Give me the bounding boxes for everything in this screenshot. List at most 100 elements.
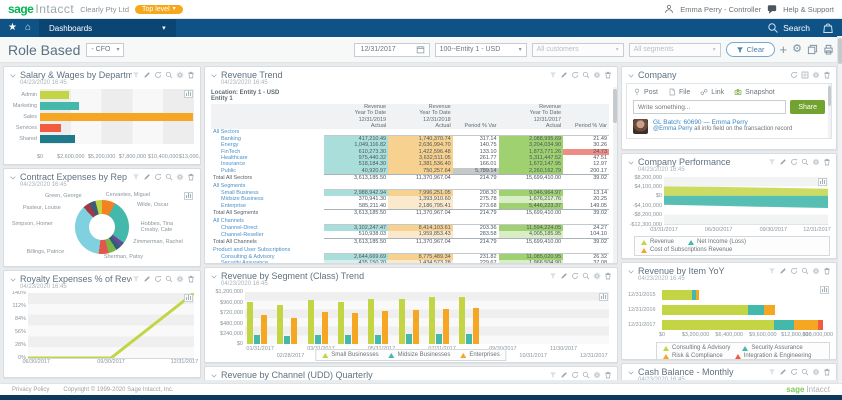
- section-label[interactable]: Product and User Subscriptions: [213, 247, 291, 254]
- bar[interactable]: [352, 313, 358, 344]
- trash-icon[interactable]: [604, 371, 612, 379]
- gear-icon[interactable]: [812, 71, 820, 79]
- row-label[interactable]: Security Assurance: [211, 260, 324, 263]
- date-field[interactable]: [353, 42, 430, 57]
- bar[interactable]: [254, 335, 260, 344]
- gear-icon[interactable]: [176, 275, 184, 283]
- search-icon[interactable]: [582, 71, 590, 79]
- trash-icon[interactable]: [187, 71, 195, 79]
- refresh-icon[interactable]: [154, 71, 162, 79]
- trash-icon[interactable]: [187, 275, 195, 283]
- favorites-star-icon[interactable]: ★: [8, 22, 17, 33]
- trash-icon[interactable]: [823, 71, 831, 79]
- section-label[interactable]: All Channels: [213, 218, 244, 225]
- edit-icon[interactable]: [560, 371, 568, 379]
- table-scrollbar[interactable]: [613, 87, 617, 263]
- clear-filters-button[interactable]: Clear: [725, 42, 775, 57]
- edit-icon[interactable]: [560, 71, 568, 79]
- dashboards-menu[interactable]: Dashboards ▾: [39, 19, 176, 37]
- refresh-icon[interactable]: [790, 158, 798, 166]
- gear-icon[interactable]: [593, 272, 601, 280]
- feed-item-title[interactable]: GL Batch: 60690 — Emma Perry: [653, 119, 748, 126]
- bar-segment[interactable]: [818, 319, 824, 330]
- bar[interactable]: [473, 307, 480, 344]
- add-widget-icon[interactable]: +: [779, 42, 788, 57]
- search-icon[interactable]: [165, 275, 173, 283]
- gear-icon[interactable]: [812, 267, 820, 275]
- section-label[interactable]: All Segments: [213, 183, 246, 190]
- bar[interactable]: [40, 90, 70, 99]
- post-composer-input[interactable]: [633, 100, 787, 114]
- refresh-icon[interactable]: [790, 71, 798, 79]
- refresh-icon[interactable]: [571, 71, 579, 79]
- bar[interactable]: [436, 333, 442, 344]
- tab-link[interactable]: Link: [700, 88, 724, 96]
- bar[interactable]: [412, 310, 419, 344]
- search-icon[interactable]: [801, 368, 809, 376]
- feed-scrollbar[interactable]: [828, 84, 831, 138]
- trash-icon[interactable]: [604, 71, 612, 79]
- refresh-icon[interactable]: [790, 267, 798, 275]
- gear-icon[interactable]: [593, 71, 601, 79]
- chart-menu-icon[interactable]: [184, 294, 193, 302]
- filter-icon[interactable]: [768, 267, 776, 275]
- gear-icon[interactable]: [176, 71, 184, 79]
- bar[interactable]: [277, 305, 284, 344]
- calendar-icon[interactable]: [416, 45, 425, 54]
- trash-icon[interactable]: [823, 368, 831, 376]
- date-input[interactable]: [358, 45, 411, 54]
- collapse-chevron-icon[interactable]: [627, 159, 635, 167]
- bar-segment[interactable]: [748, 304, 764, 315]
- edit-icon[interactable]: [779, 368, 787, 376]
- expand-icon[interactable]: [801, 71, 809, 79]
- collapse-chevron-icon[interactable]: [9, 276, 17, 284]
- tab-snapshot[interactable]: Snapshot: [734, 88, 775, 96]
- donut-chart[interactable]: Cervantes, Miguel Wilde, Oscar Hobbes, Tin…: [10, 191, 194, 263]
- search-icon[interactable]: [582, 272, 590, 280]
- filter-icon[interactable]: [132, 173, 140, 181]
- chat-icon[interactable]: [767, 4, 777, 14]
- row-label[interactable]: Consulting & Advisory: [221, 253, 275, 260]
- help-support-link[interactable]: Help & Support: [783, 4, 834, 14]
- bar[interactable]: [466, 334, 473, 344]
- filter-icon[interactable]: [768, 368, 776, 376]
- bar-segment[interactable]: [662, 304, 749, 315]
- refresh-icon[interactable]: [571, 371, 579, 379]
- bar-segment[interactable]: [774, 319, 795, 330]
- edit-icon[interactable]: [779, 267, 787, 275]
- section-label[interactable]: All Sectors: [213, 129, 240, 136]
- row-label[interactable]: FinTech: [221, 148, 241, 155]
- collapse-chevron-icon[interactable]: [627, 72, 635, 80]
- row-label[interactable]: Channel-Direct: [221, 224, 258, 231]
- filter-icon[interactable]: [132, 71, 140, 79]
- refresh-icon[interactable]: [571, 272, 579, 280]
- print-icon[interactable]: [823, 44, 834, 55]
- bar[interactable]: [443, 309, 449, 344]
- row-label[interactable]: Small Business: [221, 189, 259, 196]
- bar[interactable]: [375, 334, 382, 344]
- trash-icon[interactable]: [823, 158, 831, 166]
- user-name[interactable]: Emma Perry - Controller: [680, 4, 762, 14]
- row-label[interactable]: Channel-Reseller: [221, 231, 264, 238]
- shopping-bag-icon[interactable]: [822, 22, 834, 34]
- bar-segment[interactable]: [662, 289, 693, 300]
- bar[interactable]: [314, 334, 321, 344]
- row-label[interactable]: Public: [221, 167, 236, 174]
- filter-icon[interactable]: [549, 371, 557, 379]
- search-icon[interactable]: [165, 173, 173, 181]
- dashboard-view-select[interactable]: - CFO ▾: [86, 42, 125, 57]
- edit-icon[interactable]: [143, 71, 151, 79]
- gear-icon[interactable]: [812, 368, 820, 376]
- collapse-chevron-icon[interactable]: [9, 174, 17, 182]
- chart-menu-icon[interactable]: [818, 178, 827, 186]
- edit-icon[interactable]: [143, 275, 151, 283]
- search-icon[interactable]: [801, 267, 809, 275]
- collapse-chevron-icon[interactable]: [210, 273, 218, 281]
- donut-ring[interactable]: [75, 200, 129, 254]
- collapse-chevron-icon[interactable]: [210, 372, 218, 380]
- collapse-chevron-icon[interactable]: [627, 268, 635, 276]
- bar[interactable]: [382, 311, 389, 344]
- trash-icon[interactable]: [604, 272, 612, 280]
- row-label[interactable]: Enterprise: [221, 202, 247, 209]
- duplicate-icon[interactable]: [807, 44, 818, 55]
